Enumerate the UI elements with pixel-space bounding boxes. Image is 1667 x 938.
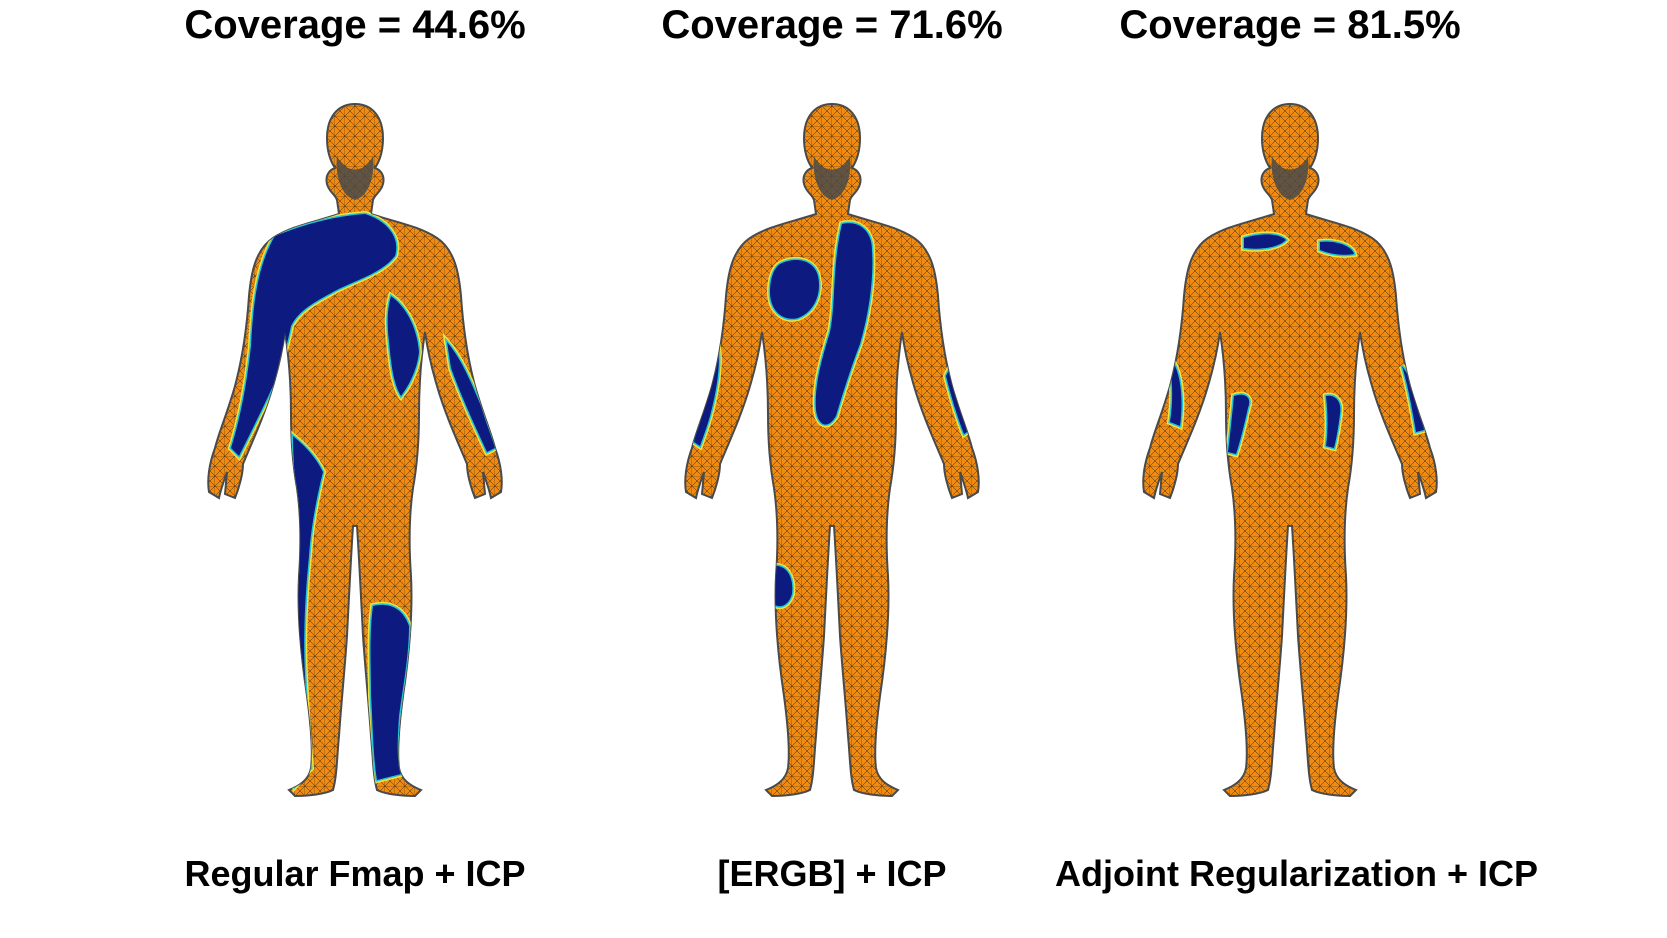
uncovered-region: [1228, 394, 1250, 454]
coverage-title: Coverage = 71.6%: [661, 3, 1003, 47]
face-shading: [813, 156, 851, 200]
human-mesh-figure: [1142, 102, 1438, 798]
uncovered-region: [1244, 234, 1286, 249]
body-mesh: [1142, 102, 1438, 798]
method-caption: Adjoint Regularization + ICP: [1055, 853, 1539, 894]
method-caption: Regular Fmap + ICP: [184, 853, 526, 894]
human-mesh-figure: [684, 102, 980, 798]
uncovered-region: [770, 260, 820, 319]
uncovered-region: [815, 223, 873, 425]
uncovered-region: [1402, 366, 1424, 432]
human-mesh-figure: [207, 102, 503, 798]
uncovered-region: [447, 342, 495, 452]
coverage-title: Coverage = 44.6%: [184, 3, 526, 47]
panel-ergb: Coverage = 71.6% [ERGB] + ICP: [597, 0, 1067, 938]
face-shading: [1271, 156, 1309, 200]
body-mesh: [207, 102, 503, 798]
uncovered-region: [231, 214, 397, 456]
body-mesh: [684, 102, 980, 798]
uncovered-region: [370, 604, 409, 780]
face-shading: [336, 156, 374, 200]
uncovered-region: [1320, 241, 1354, 255]
panel-adjoint-regularization: Coverage = 81.5% Adjoint Regularization …: [1055, 0, 1539, 938]
method-caption: [ERGB] + ICP: [717, 853, 947, 894]
uncovered-region: [387, 296, 419, 396]
uncovered-region: [1326, 395, 1341, 448]
coverage-title: Coverage = 81.5%: [1119, 3, 1461, 47]
panel-regular-fmap: Coverage = 44.6% Regular Fmap + ICP: [120, 0, 590, 938]
